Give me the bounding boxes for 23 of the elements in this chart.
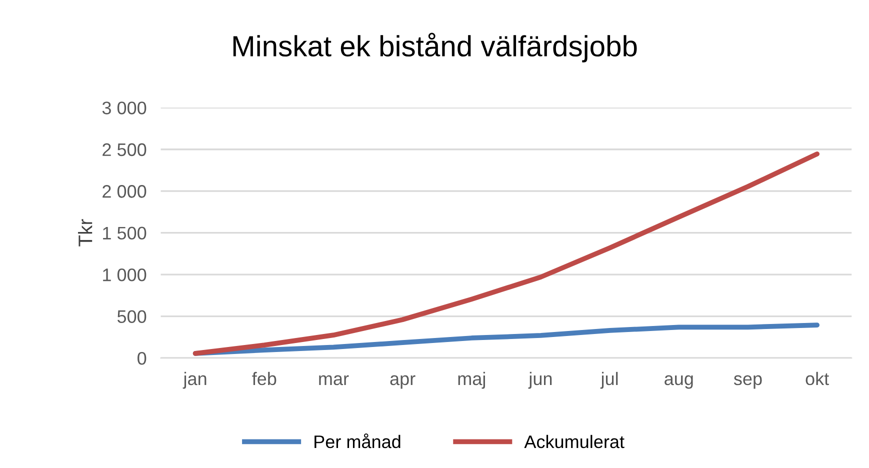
y-tick-label: 2 000: [102, 185, 146, 198]
y-tick-label: 2 500: [102, 143, 146, 156]
y-tick-label: 3 000: [102, 102, 146, 114]
x-tick-label: okt: [806, 372, 829, 386]
x-tick-label: apr: [390, 375, 416, 389]
line-series: [192, 322, 820, 356]
y-tick-label: 500: [117, 310, 146, 324]
x-tick-label: feb: [252, 372, 276, 386]
x-tick-label: jun: [528, 372, 552, 389]
y-axis-title: Tkr: [78, 219, 92, 246]
x-tick-label: aug: [664, 375, 693, 389]
x-tick-label: jul: [600, 372, 618, 389]
x-tick-label: jan: [182, 372, 206, 389]
chart-title: Minskat ek bistånd välfärdsjobb: [233, 32, 637, 62]
y-tick-label: 1 500: [103, 226, 146, 240]
y-tick-label: 0: [138, 352, 146, 365]
y-tick-label: 1 000: [103, 268, 146, 282]
line-series: [192, 152, 820, 356]
legend-label: Per månad: [314, 433, 400, 448]
x-tick-label: maj: [458, 372, 485, 389]
x-tick-label: mar: [319, 375, 349, 386]
legend-label: Ackumulerat: [524, 434, 624, 448]
x-tick-label: sep: [734, 375, 762, 389]
